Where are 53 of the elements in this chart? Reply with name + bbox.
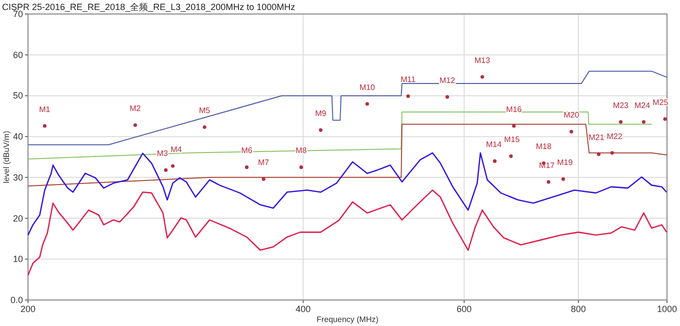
annotation: M24: [634, 100, 650, 124]
y-tick-label: 10: [12, 254, 23, 264]
annotation: M22: [606, 132, 622, 155]
annotation: M7: [258, 158, 270, 168]
x-tick-label: 1000: [656, 304, 678, 314]
annotation: M13: [474, 56, 491, 65]
annotation: M12: [440, 76, 456, 85]
x-axis-title: Frequency (MHz): [316, 315, 379, 324]
annotation: M2: [130, 104, 142, 114]
annotation: M14: [486, 140, 502, 150]
annotation: M2: [130, 104, 141, 127]
annotation: M10: [359, 82, 375, 106]
annotation: M18: [536, 142, 552, 152]
y-tick-label: 50: [12, 90, 23, 101]
annotation: M4: [170, 145, 182, 168]
annotation: M22: [606, 132, 623, 141]
y-tick-label: 70: [12, 9, 23, 19]
annotation: M23: [612, 100, 629, 124]
annotation: M11: [400, 75, 416, 98]
annotation: M20: [564, 110, 580, 120]
annotation: M10: [359, 82, 376, 92]
x-tick-label: 400: [296, 304, 311, 314]
annotation: M9: [315, 109, 326, 132]
x-tick-label: 800: [570, 304, 586, 314]
annotation: M19: [557, 158, 574, 168]
annotation: M9: [315, 109, 327, 118]
annotation: M13: [474, 56, 490, 79]
annotation: M5: [199, 106, 210, 129]
annotation: M4: [170, 144, 182, 154]
annotation: M5: [198, 106, 211, 116]
annotation: M1: [39, 104, 50, 128]
y-tick-label: 0.0: [10, 295, 23, 305]
x-tick-label: 600: [456, 304, 472, 314]
annotation: M21: [588, 133, 604, 156]
annotation: M20: [564, 110, 580, 134]
annotation: M11: [400, 75, 416, 84]
y-tick-label: 30: [12, 172, 23, 182]
y-tick-label: 40: [12, 132, 23, 142]
annotation: M1: [39, 104, 51, 114]
annotation: M7: [258, 158, 270, 181]
annotation: M14: [486, 140, 502, 163]
annotation: M19: [557, 158, 573, 181]
x-tick-label: 200: [20, 304, 36, 314]
annotation: M23: [612, 100, 630, 110]
y-tick-label: 60: [12, 50, 23, 60]
annotation: M15: [504, 135, 520, 158]
annotation: M21: [588, 133, 605, 142]
y-tick-label: 20: [12, 213, 23, 224]
annotation: M15: [504, 135, 520, 144]
annotation: M24: [634, 100, 651, 110]
chart-title: CISPR 25-2016_RE_RE_2018_全频_RE_L3_2018_200MHz to 1000MHz: [2, 2, 296, 12]
y-axis-title: level (dBuV/m): [2, 130, 11, 184]
annotation: M12: [440, 76, 456, 99]
